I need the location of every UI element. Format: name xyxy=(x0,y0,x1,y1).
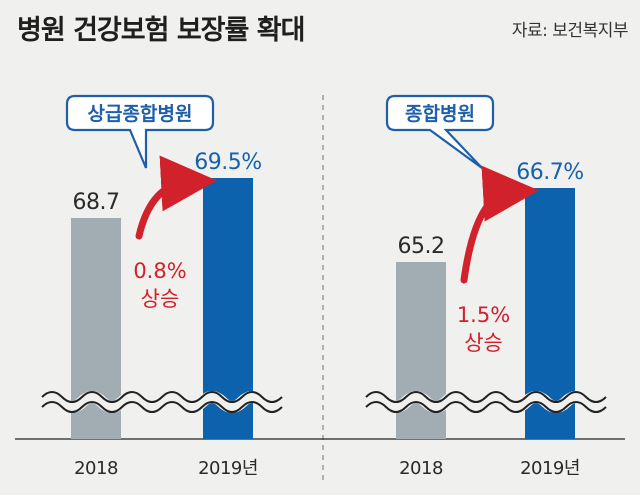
chart-panel-1: 상급종합병원 68.7 2018 69.5% 2019년 0.8% 상승 xyxy=(37,94,287,479)
value-label: 66.7% xyxy=(516,160,583,185)
change-text: 상승 xyxy=(464,331,503,355)
group-callout xyxy=(385,94,495,169)
axis-break-wave-bottom xyxy=(365,401,607,413)
axis-break-wave-bottom xyxy=(41,401,283,413)
x-tick-label: 2018 xyxy=(399,458,443,479)
axis-break-wave-top xyxy=(41,391,283,403)
change-text: 상승 xyxy=(141,287,180,311)
value-label: 68.7 xyxy=(73,190,120,215)
axis-break-gap xyxy=(37,391,287,413)
group-label: 종합병원 xyxy=(405,103,475,125)
increase-arrow-icon xyxy=(460,165,539,284)
group-callout xyxy=(65,94,215,169)
x-tick-label: 2018 xyxy=(74,458,118,479)
value-label: 69.5% xyxy=(194,150,261,175)
x-tick-label: 2019년 xyxy=(198,458,258,479)
chart-panel-2: 종합병원 65.2 2018 66.7% 2019년 1.5% 상승 xyxy=(361,94,611,479)
group-label: 상급종합병원 xyxy=(88,103,193,125)
x-tick-label: 2019년 xyxy=(520,458,580,479)
change-value: 1.5% xyxy=(457,303,510,327)
axis-break-wave-top xyxy=(365,391,607,403)
change-value: 0.8% xyxy=(133,259,186,283)
chart-title: 병원 건강보험 보장률 확대 xyxy=(17,15,305,46)
value-label: 65.2 xyxy=(398,234,445,259)
source-label: 자료: 보건복지부 xyxy=(511,21,629,41)
axis-break-gap xyxy=(361,391,611,413)
increase-arrow-icon xyxy=(135,155,217,240)
